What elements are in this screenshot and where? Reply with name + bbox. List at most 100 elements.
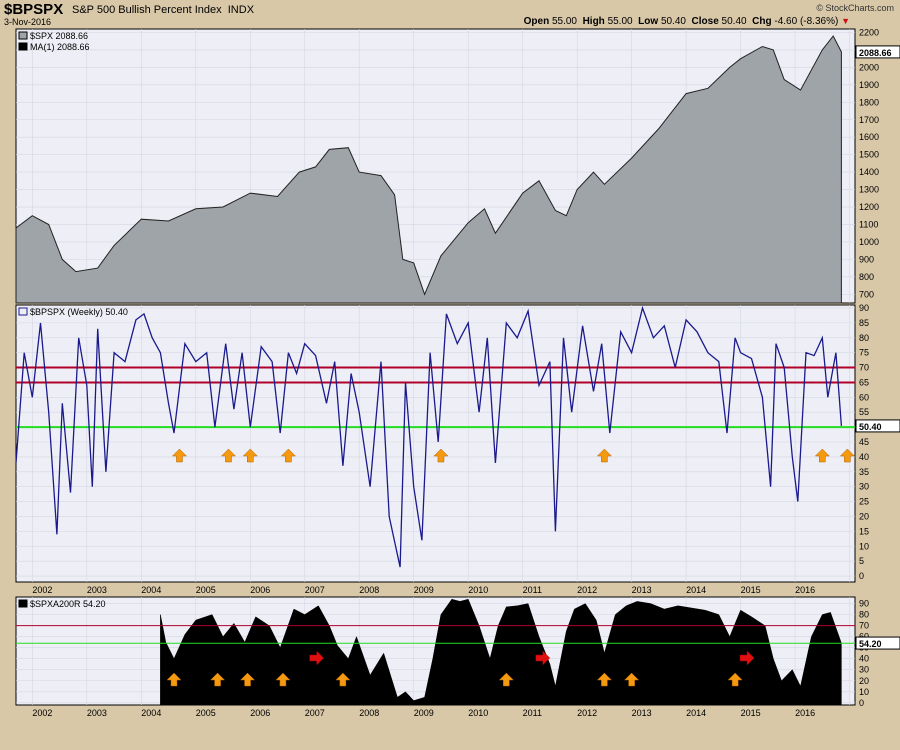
down-triangle-icon: ▼ [841,16,850,26]
a200-xtick-label: 2007 [305,708,325,718]
bp-ytick-label: 45 [859,437,869,447]
red-arrow-icon [535,650,551,666]
bp-xtick-label: 2005 [196,585,216,595]
bp-ytick-label: 35 [859,467,869,477]
red-arrow-icon [739,650,755,666]
a200-ytick-label: 10 [859,687,869,697]
a200-xtick-label: 2014 [686,708,706,718]
a200-xtick-label: 2004 [141,708,161,718]
orange-arrow-icon [596,672,612,687]
orange-arrow-icon [239,672,256,687]
bp-ytick-label: 55 [859,407,869,417]
bp-xtick-label: 2006 [250,585,270,595]
open-label: Open [523,16,550,27]
bp-xtick-label: 2016 [795,585,815,595]
a200-ytick-label: 0 [859,698,864,708]
a200-xtick-label: 2009 [414,708,434,718]
chart-date: 3-Nov-2016 [4,17,52,27]
bp-ytick-label: 0 [859,571,864,581]
bp-xtick-label: 2008 [359,585,379,595]
bp-xtick-label: 2013 [632,585,652,595]
price-ytick-label: 1400 [859,167,879,177]
orange-arrow-icon [839,448,855,463]
bp-xtick-label: 2009 [414,585,434,595]
a200-xtick-label: 2008 [359,708,379,718]
a200-ytick-label: 40 [859,654,869,664]
bp-xtick-label: 2011 [523,585,542,595]
price-ytick-label: 1500 [859,150,879,160]
bp-xtick-label: 2014 [686,585,706,595]
orange-arrow-icon [814,448,830,463]
bp-last-value-box [855,419,900,433]
bp-ytick-label: 10 [859,541,869,551]
legend-label: $SPXA200R 54.20 [30,599,106,609]
orange-arrow-icon [166,672,182,687]
bp-ytick-label: 60 [859,392,869,402]
bp-ytick-label: 80 [859,333,869,343]
a200-xtick-label: 2006 [250,708,270,718]
legend-swatch [18,42,28,51]
bp-ytick-label: 90 [859,303,869,313]
legend-label: MA(1) 2088.66 [30,42,90,52]
bp-ytick-label: 40 [859,452,869,462]
orange-arrow-icon [209,672,226,687]
symbol-description: S&P 500 Bullish Percent Index INDX [72,4,254,16]
red-arrow-icon [309,650,324,666]
a200-xtick-label: 2011 [523,708,542,718]
description-text: S&P 500 Bullish Percent Index [72,4,222,16]
chg-label: Chg [752,16,772,27]
price-ytick-label: 1700 [859,115,879,125]
bp-ytick-label: 15 [859,526,869,536]
price-ytick-label: 900 [859,254,874,264]
legend-swatch [18,307,28,316]
price-ytick-label: 1900 [859,80,879,90]
a200-xtick-label: 2003 [87,708,107,718]
a200-xtick-label: 2010 [468,708,488,718]
bp-ytick-label: 75 [859,348,869,358]
legend-swatch [18,599,28,608]
price-ytick-label: 1300 [859,185,879,195]
orange-arrow-icon [335,672,351,687]
bp-ytick-label: 5 [859,556,864,566]
a200-xtick-label: 2005 [196,708,216,718]
bp-ytick-label: 65 [859,377,869,387]
bp-ytick-label: 25 [859,497,869,507]
price-last-value-label: 2088.66 [859,48,892,58]
legend-label: $BPSPX (Weekly) 50.40 [30,307,128,317]
legend-swatch [18,31,28,40]
bp-xtick-label: 2007 [305,585,325,595]
price-ytick-label: 1200 [859,202,879,212]
a200-ytick-label: 90 [859,599,869,609]
price-ytick-label: 1600 [859,132,879,142]
close-value: 50.40 [721,16,747,27]
orange-arrow-icon [171,448,188,463]
symbol-title: $BPSPX [4,1,64,18]
price-ytick-label: 1100 [859,219,878,229]
orange-arrow-icon [433,448,449,463]
price-ytick-label: 700 [859,289,874,299]
bp-xtick-label: 2010 [468,585,488,595]
bp-xtick-label: 2015 [741,585,761,595]
a200-ytick-label: 70 [859,621,869,631]
orange-arrow-icon [498,672,514,687]
low-value: 50.40 [660,16,686,27]
orange-arrow-icon [624,672,640,687]
exchange-text: INDX [227,4,255,16]
orange-arrow-icon [275,672,291,687]
ohlc-readout: Open 55.00 High 55.00 Low 50.40 Close 50… [524,16,850,27]
bp-ytick-label: 20 [859,511,869,521]
price-ytick-label: 1800 [859,97,879,107]
spx-price-area [15,35,842,304]
a200-ytick-label: 30 [859,665,869,675]
open-value: 55.00 [551,16,577,27]
a200-xtick-label: 2016 [795,708,815,718]
low-label: Low [638,16,659,27]
high-label: High [582,16,605,27]
a200-xtick-label: 2012 [577,708,597,718]
bp-xtick-label: 2003 [87,585,107,595]
orange-arrow-icon [280,448,297,463]
price-ytick-label: 1000 [859,237,879,247]
price-ytick-label: 2200 [859,27,879,37]
bpspx-line [15,305,843,568]
